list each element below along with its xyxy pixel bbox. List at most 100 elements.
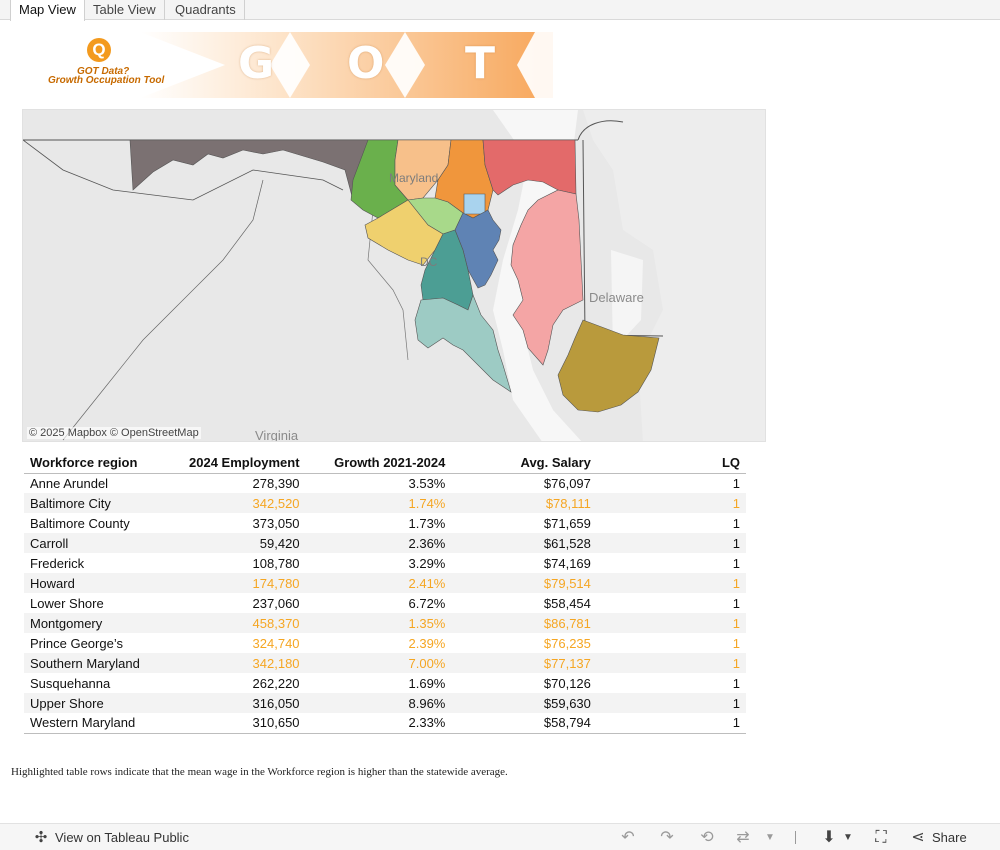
cell-region: Montgomery	[24, 613, 146, 633]
cell-employment: 458,370	[145, 613, 306, 633]
download-dropdown-icon[interactable]: ▼	[843, 832, 853, 843]
cell-lq: 1	[732, 555, 740, 571]
cell-growth: 2.33%	[305, 713, 452, 734]
refresh-icon[interactable]: ⇄	[736, 829, 750, 846]
cell-growth: 2.39%	[408, 635, 446, 651]
fullscreen-icon[interactable]: ⛶	[875, 829, 887, 846]
cell-region: Howard	[24, 573, 146, 593]
highlight-footnote: Highlighted table rows indicate that the…	[11, 766, 508, 778]
cell-lq: 1	[596, 713, 746, 734]
cell-growth: 3.53%	[408, 475, 446, 491]
cell-salary: $61,528	[451, 533, 597, 553]
table-row[interactable]: Southern Maryland 342,180 7.00% $77,137 1	[24, 653, 746, 673]
cell-region: Frederick	[30, 555, 85, 571]
map-attribution[interactable]: © 2025 Mapbox © OpenStreetMap	[27, 427, 201, 439]
got-logo-banner: Q GOT Data? Growth Occupation Tool G O T	[45, 32, 553, 98]
map-label-dc: DC	[420, 255, 438, 269]
cell-region: Baltimore County	[30, 515, 130, 531]
table-row[interactable]: Western Maryland 310,650 2.33% $58,794 1	[24, 713, 746, 734]
cell-growth: 1.74%	[305, 493, 452, 513]
cell-growth: 2.41%	[305, 573, 452, 593]
toolbar-separator	[795, 831, 796, 844]
cell-lq: 1	[732, 595, 740, 611]
cell-employment: 108,780	[252, 555, 300, 571]
cell-growth: 1.73%	[408, 515, 446, 531]
tab-map-view[interactable]: Map View	[10, 0, 85, 21]
tableau-toolbar: ✣ View on Tableau Public ↶ ↷ ⟲ ⇄ ▼ ⬇ ▼ ⛶…	[0, 823, 1000, 850]
table-row[interactable]: Prince George’s 324,740 2.39% $76,235 1	[24, 633, 746, 653]
table-row[interactable]: Lower Shore 237,060 6.72% $58,454 1	[24, 593, 746, 613]
cell-employment: 316,050	[145, 693, 306, 713]
cell-salary: $59,630	[451, 693, 597, 713]
cell-growth: 2.36%	[305, 533, 452, 553]
cell-region: Upper Shore	[24, 693, 146, 713]
cell-region: Western Maryland	[24, 713, 146, 734]
table-row[interactable]: Montgomery 458,370 1.35% $86,781 1	[24, 613, 746, 633]
share-icon[interactable]: ⋖	[911, 829, 925, 846]
region-baltimore-city	[463, 193, 486, 215]
cell-lq: 1	[732, 475, 740, 491]
header-lq[interactable]: LQ	[596, 453, 746, 474]
undo-icon[interactable]: ↶	[621, 829, 635, 846]
got-q-icon: Q	[87, 38, 111, 62]
revert-icon[interactable]: ⟲	[700, 829, 714, 846]
region-susquehanna	[482, 139, 577, 196]
cell-salary: $58,454	[543, 595, 591, 611]
table-row[interactable]: Howard 174,780 2.41% $79,514 1	[24, 573, 746, 593]
share-button[interactable]: Share	[932, 830, 967, 845]
cell-employment: 59,420	[145, 533, 306, 553]
tab-quadrants[interactable]: Quadrants	[167, 0, 245, 20]
table-row[interactable]: Baltimore County 373,050 1.73% $71,659 1	[24, 513, 746, 533]
map-canvas[interactable]	[23, 110, 766, 442]
header-growth[interactable]: Growth 2021-2024	[305, 453, 452, 474]
map-label-virginia: Virginia	[255, 428, 299, 442]
cell-salary: $70,126	[543, 675, 591, 691]
workforce-region-table: Workforce region 2024 Employment Growth …	[24, 453, 746, 734]
region-anne-arundel	[454, 209, 502, 289]
cell-growth: 3.29%	[408, 555, 446, 571]
cell-employment: 373,050	[252, 515, 300, 531]
cell-region: Baltimore City	[24, 493, 146, 513]
tab-table-view[interactable]: Table View	[85, 0, 165, 20]
dashboard-tab-bar: Map View Table View Quadrants	[0, 0, 1000, 21]
cell-lq: 1	[596, 693, 746, 713]
redo-icon[interactable]: ↷	[660, 829, 674, 846]
logo-title: Growth Occupation Tool	[48, 75, 165, 86]
workforce-region-map[interactable]: Delaware Virginia Maryland DC © 2025 Map…	[22, 109, 766, 442]
cell-salary: $78,111	[451, 493, 597, 513]
logo-banner-graphic	[45, 32, 553, 98]
table-row[interactable]: Frederick 108,780 3.29% $74,169 1	[24, 553, 746, 573]
cell-employment: 237,060	[252, 595, 300, 611]
cell-employment: 324,740	[252, 635, 300, 651]
cell-region: Carroll	[24, 533, 146, 553]
cell-lq: 1	[732, 675, 740, 691]
cell-lq: 1	[596, 653, 746, 673]
table-row[interactable]: Baltimore City 342,520 1.74% $78,111 1	[24, 493, 746, 513]
header-workforce-region[interactable]: Workforce region	[24, 453, 146, 474]
table-row[interactable]: Susquehanna 262,220 1.69% $70,126 1	[24, 673, 746, 693]
view-on-tableau-link[interactable]: View on Tableau Public	[55, 830, 189, 845]
table-row[interactable]: Anne Arundel 278,390 3.53% $76,097 1	[24, 473, 746, 493]
logo-letter-t: T	[465, 38, 496, 89]
header-2024-employment[interactable]: 2024 Employment	[145, 453, 306, 474]
refresh-dropdown-icon[interactable]: ▼	[765, 832, 775, 843]
cell-growth: 8.96%	[305, 693, 452, 713]
map-label-delaware: Delaware	[589, 290, 644, 305]
cell-salary: $71,659	[543, 515, 591, 531]
region-montgomery	[364, 199, 444, 266]
table-row[interactable]: Upper Shore 316,050 8.96% $59,630 1	[24, 693, 746, 713]
cell-lq: 1	[596, 573, 746, 593]
header-avg-salary[interactable]: Avg. Salary	[451, 453, 597, 474]
cell-lq: 1	[732, 515, 740, 531]
cell-salary: $79,514	[451, 573, 597, 593]
cell-salary: $76,235	[543, 635, 591, 651]
cell-region: Prince George’s	[30, 635, 123, 651]
download-icon[interactable]: ⬇	[822, 829, 836, 846]
tableau-icon[interactable]: ✣	[34, 829, 48, 846]
cell-region: Susquehanna	[30, 675, 111, 691]
cell-employment: 342,520	[145, 493, 306, 513]
table-row[interactable]: Carroll 59,420 2.36% $61,528 1	[24, 533, 746, 553]
cell-lq: 1	[596, 493, 746, 513]
cell-region: Lower Shore	[30, 595, 104, 611]
cell-employment: 174,780	[145, 573, 306, 593]
